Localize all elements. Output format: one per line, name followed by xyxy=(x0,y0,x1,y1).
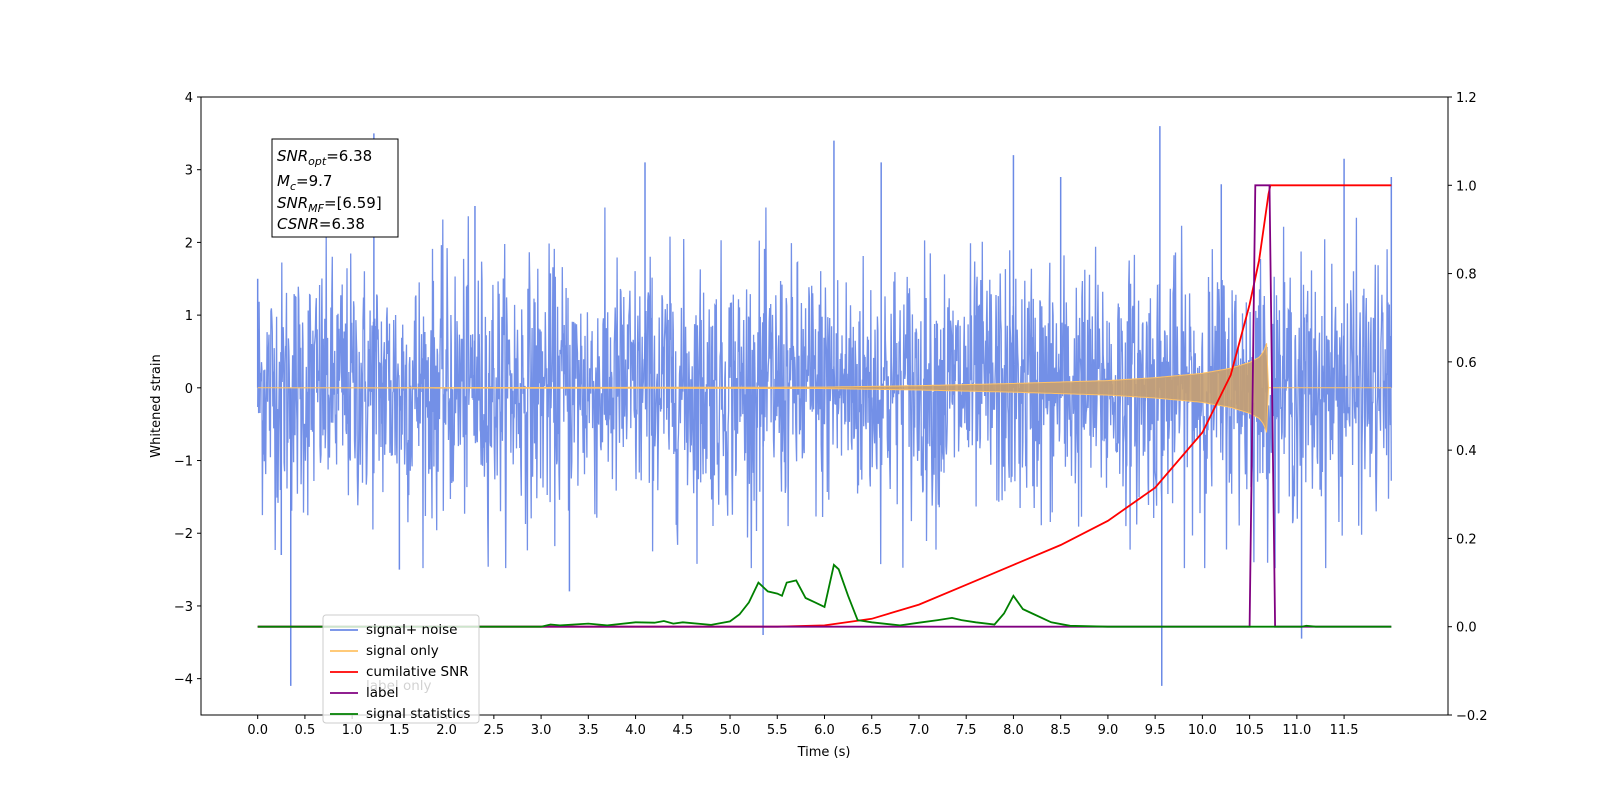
legend-frame xyxy=(322,614,480,724)
annot-line2-val: =9.7 xyxy=(296,172,332,190)
x-tick-label: 10.5 xyxy=(1235,723,1264,738)
y-left-tick-label: −2 xyxy=(174,527,193,542)
series-signal-statistics xyxy=(257,563,1392,628)
legend-label: cumilative SNR xyxy=(366,664,469,680)
x-tick-label: 4.0 xyxy=(625,723,646,738)
annot-line3-sub: MF xyxy=(308,202,324,215)
annot-line2-sub: c xyxy=(290,180,296,193)
series-cumulative-snr xyxy=(257,184,1392,628)
annot-line1-val: =6.38 xyxy=(326,147,372,165)
annot-line3: SNR xyxy=(277,194,308,212)
svg-text:SNRopt=6.38: SNRopt=6.38 xyxy=(277,147,372,168)
x-tick-label: 3.0 xyxy=(531,723,552,738)
series-layer xyxy=(256,126,1393,686)
legend-label: signal+ noise xyxy=(366,622,457,638)
y-left-tick-label: 4 xyxy=(185,91,193,106)
x-tick-label: 2.5 xyxy=(484,723,505,738)
svg-text:Mc=9.7: Mc=9.7 xyxy=(277,172,332,193)
legend-label: label xyxy=(366,685,399,701)
x-tick-label: 0.5 xyxy=(295,723,316,738)
legend-label: signal statistics xyxy=(366,706,470,722)
y-right-tick-label: 0.4 xyxy=(1456,444,1477,459)
x-tick-label: 9.5 xyxy=(1145,723,1166,738)
x-tick-label: 10.0 xyxy=(1188,723,1217,738)
x-tick-label: 7.5 xyxy=(956,723,977,738)
series-signal-noise xyxy=(257,207,1392,569)
x-tick-label: 8.0 xyxy=(1003,723,1024,738)
x-tick-label: 5.5 xyxy=(767,723,788,738)
y-left-tick-label: −1 xyxy=(174,455,193,470)
y-right-tick-label: −0.2 xyxy=(1456,709,1488,724)
annot-line1-sub: opt xyxy=(308,155,327,168)
x-tick-label: 1.5 xyxy=(389,723,410,738)
x-tick-label: 2.0 xyxy=(436,723,457,738)
legend: label only signal+ noise signal only cumil… xyxy=(322,614,480,724)
x-tick-label: 6.5 xyxy=(861,723,882,738)
annot-line4-val: =6.38 xyxy=(319,215,365,233)
svg-text:SNRMF=[6.59]: SNRMF=[6.59] xyxy=(277,194,382,215)
y-axis-right: 1.2 1.0 0.8 0.6 0.4 0.2 0.0 −0.2 xyxy=(1448,91,1488,724)
x-tick-label: 8.5 xyxy=(1050,723,1071,738)
y-left-tick-label: −3 xyxy=(174,600,193,615)
x-axis-title: Time (s) xyxy=(797,745,851,760)
y-right-tick-label: 0.2 xyxy=(1456,532,1477,547)
y-left-tick-label: −4 xyxy=(174,673,193,688)
annot-line3-val: =[6.59] xyxy=(324,194,382,212)
svg-text:CSNR=6.38: CSNR=6.38 xyxy=(277,215,365,233)
x-tick-label: 4.5 xyxy=(672,723,693,738)
annot-line2: M xyxy=(277,172,290,190)
x-tick-label: 6.0 xyxy=(814,723,835,738)
legend-ghost-label: label only xyxy=(366,678,432,694)
legend-label: signal only xyxy=(366,643,439,659)
annot-line4: CSNR xyxy=(277,215,319,233)
x-tick-label: 7.0 xyxy=(909,723,930,738)
y-left-tick-label: 1 xyxy=(185,309,193,324)
x-tick-label: 3.5 xyxy=(578,723,599,738)
plot-area xyxy=(200,96,1449,716)
x-tick-label: 1.0 xyxy=(342,723,363,738)
y-axis-title: Whitened strain xyxy=(149,354,164,457)
annot-line1: SNR xyxy=(277,147,308,165)
y-left-tick-label: 0 xyxy=(185,382,193,397)
x-tick-label: 0.0 xyxy=(247,723,268,738)
x-tick-label: 11.0 xyxy=(1282,723,1311,738)
y-axis-left: 4 3 2 1 0 −1 −2 −3 −4 xyxy=(174,91,201,688)
x-axis: 0.0 0.5 1.0 1.5 2.0 2.5 3.0 3.5 4.0 4.5 5.0 5.5 6.0 6… xyxy=(247,715,1359,738)
y-right-tick-label: 0.8 xyxy=(1456,268,1477,283)
annotation-box: SNRopt=6.38 Mc=9.7 SNRMF=[6.59] CSNR=6.3… xyxy=(271,138,399,238)
x-tick-label: 5.0 xyxy=(720,723,741,738)
y-left-tick-label: 3 xyxy=(185,164,193,179)
y-left-tick-label: 2 xyxy=(185,236,193,251)
series-signal-only xyxy=(257,343,1392,433)
y-right-tick-label: 1.2 xyxy=(1456,91,1477,106)
x-tick-label: 11.5 xyxy=(1330,723,1359,738)
y-right-tick-label: 0.0 xyxy=(1456,621,1477,636)
x-tick-label: 9.0 xyxy=(1098,723,1119,738)
y-right-tick-label: 1.0 xyxy=(1456,179,1477,194)
y-right-tick-label: 0.6 xyxy=(1456,356,1477,371)
